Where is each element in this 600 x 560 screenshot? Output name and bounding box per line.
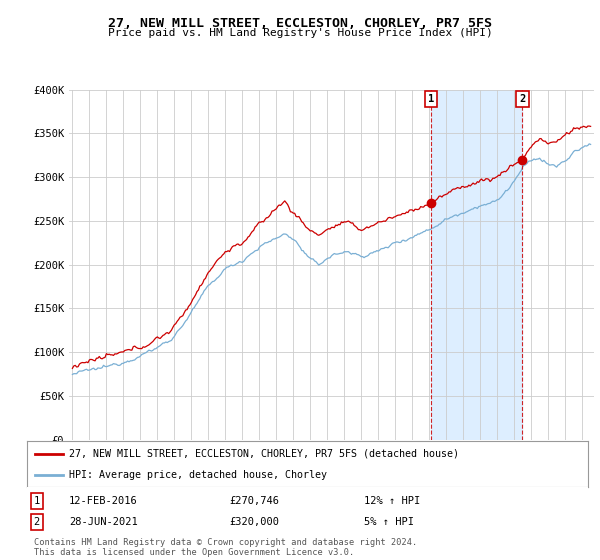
Text: Price paid vs. HM Land Registry's House Price Index (HPI): Price paid vs. HM Land Registry's House … xyxy=(107,28,493,38)
Text: 27, NEW MILL STREET, ECCLESTON, CHORLEY, PR7 5FS: 27, NEW MILL STREET, ECCLESTON, CHORLEY,… xyxy=(108,17,492,30)
Text: 27, NEW MILL STREET, ECCLESTON, CHORLEY, PR7 5FS (detached house): 27, NEW MILL STREET, ECCLESTON, CHORLEY,… xyxy=(69,449,459,459)
Text: Contains HM Land Registry data © Crown copyright and database right 2024.
This d: Contains HM Land Registry data © Crown c… xyxy=(34,538,417,557)
Text: HPI: Average price, detached house, Chorley: HPI: Average price, detached house, Chor… xyxy=(69,470,327,480)
Text: 28-JUN-2021: 28-JUN-2021 xyxy=(69,517,138,527)
Text: £270,746: £270,746 xyxy=(229,496,279,506)
Text: 2: 2 xyxy=(34,517,40,527)
Text: 12% ↑ HPI: 12% ↑ HPI xyxy=(364,496,420,506)
Text: 1: 1 xyxy=(34,496,40,506)
Text: 2: 2 xyxy=(520,94,526,104)
Bar xyxy=(431,90,523,440)
Text: 12-FEB-2016: 12-FEB-2016 xyxy=(69,496,138,506)
Text: £320,000: £320,000 xyxy=(229,517,279,527)
Text: 5% ↑ HPI: 5% ↑ HPI xyxy=(364,517,413,527)
Text: 1: 1 xyxy=(428,94,434,104)
